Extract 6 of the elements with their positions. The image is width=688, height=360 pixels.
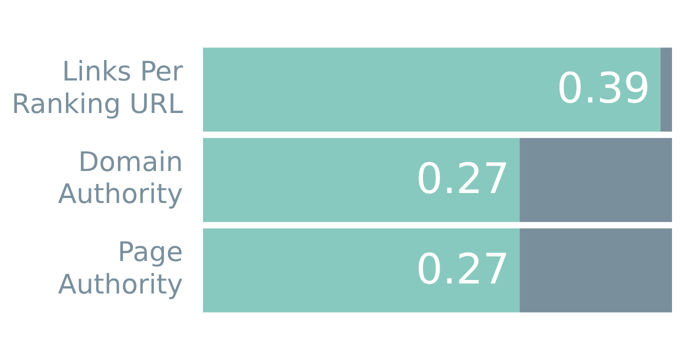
data-label: 0.27 [416,154,510,203]
data-label: 0.39 [556,64,650,113]
data-label: 0.27 [416,244,510,294]
y-tick-label: Domain Authority [58,146,184,210]
y-tick-label: Page Authority [58,237,184,301]
y-tick-label: Links Per Ranking URL [12,56,184,120]
